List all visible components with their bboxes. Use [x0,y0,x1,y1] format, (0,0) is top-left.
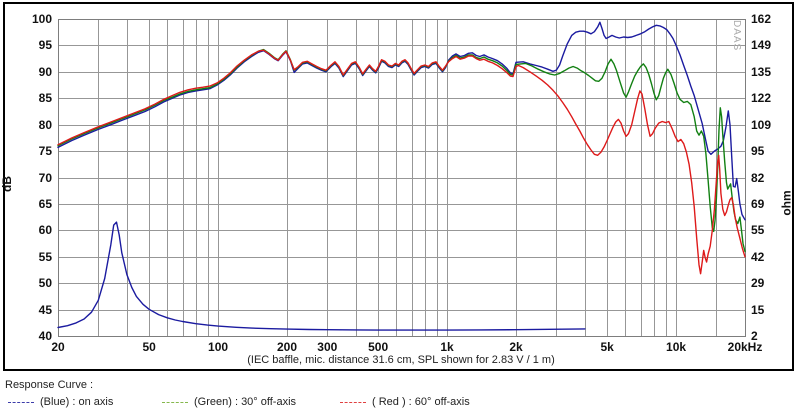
y-tick-left: 45 [38,302,52,317]
chart-caption: (IEC baffle, mic. distance 31.6 cm, SPL … [247,354,555,366]
legend-item-green: (Green) : 30° off-axis [162,397,296,408]
y-tick-right: 2 [751,329,758,343]
x-tick: 200 [276,340,298,354]
y-axis-title-ohm: ohm [779,190,794,216]
y-tick-right: 109 [751,117,772,132]
x-tick: 5k [600,340,614,354]
y-tick-left: 65 [38,196,52,211]
legend-title: Response Curve : [5,379,94,391]
curve-60-deg-off-axis [57,49,746,275]
y-tick-right: 42 [751,249,765,264]
x-tick: 20kHz [727,340,763,354]
x-tick: 10k [666,340,687,354]
y-axis-title-db: dB [0,176,14,192]
y-tick-left: 50 [38,276,52,291]
y-tick-left: 80 [38,117,52,132]
y-tick-right: 15 [751,302,765,317]
y-tick-left: 75 [38,144,52,159]
y-tick-right: 162 [751,12,772,26]
x-tick: 20 [51,340,65,354]
x-tick: 2k [509,340,523,354]
y-tick-right: 69 [751,196,765,211]
y-tick-left: 100 [31,12,52,26]
y-tick-right: 122 [751,91,772,106]
y-tick-right: 135 [751,64,772,79]
y-tick-left: 60 [38,223,52,238]
y-tick-left: 55 [38,249,52,264]
red-line-sample [340,402,366,403]
x-tick: 50 [142,340,156,354]
chart-frame [3,2,794,371]
y-tick-left: 95 [38,38,52,53]
x-tick: 100 [208,340,229,354]
legend-label-red: ( Red ) : 60° off-axis [372,396,470,408]
curve-impedance [57,221,586,331]
x-tick: 500 [368,340,389,354]
y-tick-right: 95 [751,144,765,159]
y-tick-left: 70 [38,170,52,185]
legend-item-blue: (Blue) : on axis [8,397,113,408]
plot-area [57,19,746,337]
plot-border [58,19,746,337]
daas-watermark: DAAS [731,20,742,52]
y-tick-left: 40 [38,329,52,343]
x-tick: 300 [317,340,338,354]
y-tick-left: 90 [38,64,52,79]
legend-label-green: (Green) : 30° off-axis [194,396,297,408]
y-tick-right: 82 [751,170,765,185]
y-tick-right: 149 [751,38,772,53]
x-tick: 1k [440,340,454,354]
green-line-sample [162,402,188,403]
y-tick-left: 85 [38,91,52,106]
legend-label-blue: (Blue) : on axis [40,396,114,408]
y-tick-right: 55 [751,223,765,238]
legend-item-red: ( Red ) : 60° off-axis [340,397,470,408]
y-tick-right: 29 [751,276,765,291]
blue-line-sample [8,402,34,403]
